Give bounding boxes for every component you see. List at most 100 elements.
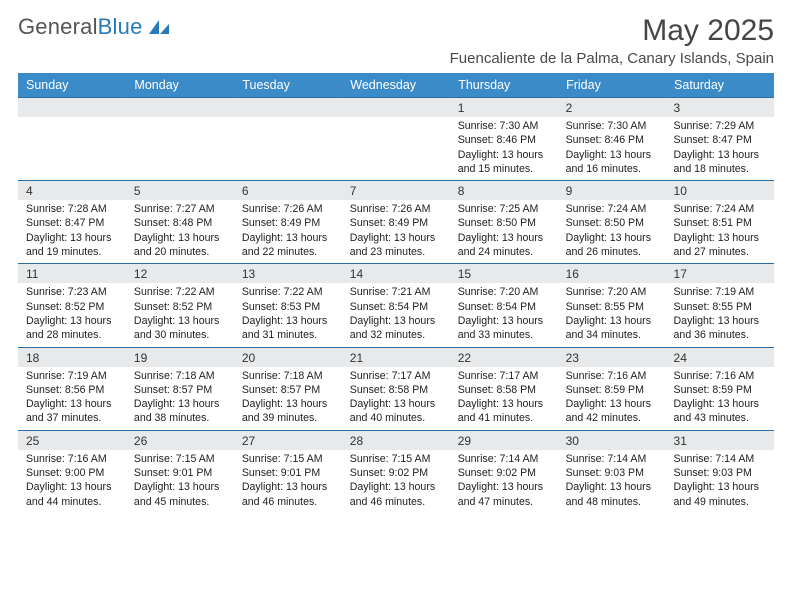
day-info-cell: Sunrise: 7:27 AMSunset: 8:48 PMDaylight:… bbox=[126, 200, 234, 264]
sunset-line: Sunset: 8:47 PM bbox=[26, 216, 118, 230]
sunrise-line: Sunrise: 7:17 AM bbox=[350, 369, 442, 383]
daylight-line: Daylight: 13 hours and 20 minutes. bbox=[134, 231, 226, 260]
daylight-line: Daylight: 13 hours and 40 minutes. bbox=[350, 397, 442, 426]
day-number-cell: 30 bbox=[558, 430, 666, 450]
daylight-line: Daylight: 13 hours and 15 minutes. bbox=[458, 148, 550, 177]
sunrise-line: Sunrise: 7:18 AM bbox=[134, 369, 226, 383]
day-info-cell: Sunrise: 7:23 AMSunset: 8:52 PMDaylight:… bbox=[18, 283, 126, 347]
sunrise-line: Sunrise: 7:20 AM bbox=[566, 285, 658, 299]
day-info-cell bbox=[342, 117, 450, 181]
calendar-table: SundayMondayTuesdayWednesdayThursdayFrid… bbox=[18, 73, 774, 513]
sunset-line: Sunset: 8:55 PM bbox=[566, 300, 658, 314]
day-info-cell: Sunrise: 7:15 AMSunset: 9:01 PMDaylight:… bbox=[234, 450, 342, 513]
day-number-cell bbox=[234, 98, 342, 118]
day-info-cell: Sunrise: 7:22 AMSunset: 8:52 PMDaylight:… bbox=[126, 283, 234, 347]
day-number-cell: 13 bbox=[234, 264, 342, 284]
sunrise-line: Sunrise: 7:29 AM bbox=[674, 119, 766, 133]
daylight-line: Daylight: 13 hours and 39 minutes. bbox=[242, 397, 334, 426]
day-info-cell: Sunrise: 7:16 AMSunset: 9:00 PMDaylight:… bbox=[18, 450, 126, 513]
sunset-line: Sunset: 9:03 PM bbox=[674, 466, 766, 480]
logo: GeneralBlue bbox=[18, 14, 171, 40]
daylight-line: Daylight: 13 hours and 43 minutes. bbox=[674, 397, 766, 426]
day-info-cell: Sunrise: 7:26 AMSunset: 8:49 PMDaylight:… bbox=[234, 200, 342, 264]
day-number-cell: 15 bbox=[450, 264, 558, 284]
day-info-cell: Sunrise: 7:15 AMSunset: 9:02 PMDaylight:… bbox=[342, 450, 450, 513]
day-number-cell: 1 bbox=[450, 98, 558, 118]
daylight-line: Daylight: 13 hours and 45 minutes. bbox=[134, 480, 226, 509]
day-number-cell: 29 bbox=[450, 430, 558, 450]
sunset-line: Sunset: 8:48 PM bbox=[134, 216, 226, 230]
day-number-cell: 5 bbox=[126, 181, 234, 201]
day-number-cell: 16 bbox=[558, 264, 666, 284]
sunrise-line: Sunrise: 7:16 AM bbox=[26, 452, 118, 466]
day-number-cell: 4 bbox=[18, 181, 126, 201]
sunrise-line: Sunrise: 7:17 AM bbox=[458, 369, 550, 383]
header: GeneralBlue May 2025 Fuencaliente de la … bbox=[18, 14, 774, 67]
day-info-cell: Sunrise: 7:21 AMSunset: 8:54 PMDaylight:… bbox=[342, 283, 450, 347]
day-number-cell: 18 bbox=[18, 347, 126, 367]
day-info-cell: Sunrise: 7:19 AMSunset: 8:55 PMDaylight:… bbox=[666, 283, 774, 347]
day-info-cell: Sunrise: 7:26 AMSunset: 8:49 PMDaylight:… bbox=[342, 200, 450, 264]
sunrise-line: Sunrise: 7:22 AM bbox=[134, 285, 226, 299]
weekday-header: SundayMondayTuesdayWednesdayThursdayFrid… bbox=[18, 73, 774, 98]
sunset-line: Sunset: 8:53 PM bbox=[242, 300, 334, 314]
daylight-line: Daylight: 13 hours and 36 minutes. bbox=[674, 314, 766, 343]
day-number-cell bbox=[342, 98, 450, 118]
day-number-cell: 2 bbox=[558, 98, 666, 118]
day-number-cell: 25 bbox=[18, 430, 126, 450]
sunset-line: Sunset: 9:00 PM bbox=[26, 466, 118, 480]
logo-word1: General bbox=[18, 14, 98, 39]
sunrise-line: Sunrise: 7:22 AM bbox=[242, 285, 334, 299]
sunset-line: Sunset: 8:51 PM bbox=[674, 216, 766, 230]
sunset-line: Sunset: 8:49 PM bbox=[350, 216, 442, 230]
day-info-cell: Sunrise: 7:15 AMSunset: 9:01 PMDaylight:… bbox=[126, 450, 234, 513]
sunrise-line: Sunrise: 7:15 AM bbox=[134, 452, 226, 466]
day-number-cell: 23 bbox=[558, 347, 666, 367]
week-row-daynum: 11121314151617 bbox=[18, 264, 774, 284]
day-info-cell: Sunrise: 7:30 AMSunset: 8:46 PMDaylight:… bbox=[450, 117, 558, 181]
week-row-info: Sunrise: 7:28 AMSunset: 8:47 PM Daylight:… bbox=[18, 200, 774, 264]
sunset-line: Sunset: 9:02 PM bbox=[350, 466, 442, 480]
day-info-cell: Sunrise: 7:16 AMSunset: 8:59 PMDaylight:… bbox=[558, 367, 666, 431]
week-row-info: Sunrise: 7:19 AMSunset: 8:56 PMDaylight:… bbox=[18, 367, 774, 431]
day-info-cell: Sunrise: 7:14 AMSunset: 9:02 PMDaylight:… bbox=[450, 450, 558, 513]
sunrise-line: Sunrise: 7:25 AM bbox=[458, 202, 550, 216]
sunrise-line: Sunrise: 7:16 AM bbox=[674, 369, 766, 383]
daylight-line: Daylight: 13 hours and 32 minutes. bbox=[350, 314, 442, 343]
day-number-cell: 22 bbox=[450, 347, 558, 367]
sunrise-line: Sunrise: 7:26 AM bbox=[242, 202, 334, 216]
day-info-cell: Sunrise: 7:17 AMSunset: 8:58 PMDaylight:… bbox=[450, 367, 558, 431]
day-number-cell bbox=[126, 98, 234, 118]
day-info-cell bbox=[234, 117, 342, 181]
sunset-line: Sunset: 8:50 PM bbox=[458, 216, 550, 230]
logo-word2: Blue bbox=[98, 14, 143, 39]
day-info-cell bbox=[18, 117, 126, 181]
sunrise-line: Sunrise: 7:14 AM bbox=[566, 452, 658, 466]
sunrise-line: Sunrise: 7:19 AM bbox=[674, 285, 766, 299]
day-info-cell: Sunrise: 7:30 AMSunset: 8:46 PMDaylight:… bbox=[558, 117, 666, 181]
daylight-line: Daylight: 13 hours and 42 minutes. bbox=[566, 397, 658, 426]
day-number-cell: 12 bbox=[126, 264, 234, 284]
sunset-line: Sunset: 9:01 PM bbox=[242, 466, 334, 480]
day-number-cell: 14 bbox=[342, 264, 450, 284]
day-info-cell: Sunrise: 7:18 AMSunset: 8:57 PMDaylight:… bbox=[126, 367, 234, 431]
sunrise-line: Sunrise: 7:21 AM bbox=[350, 285, 442, 299]
sunrise-line: Sunrise: 7:18 AM bbox=[242, 369, 334, 383]
day-number-cell: 7 bbox=[342, 181, 450, 201]
sunrise-line: Sunrise: 7:23 AM bbox=[26, 285, 118, 299]
day-info-cell: Sunrise: 7:20 AMSunset: 8:54 PMDaylight:… bbox=[450, 283, 558, 347]
week-row-info: Sunrise: 7:30 AMSunset: 8:46 PMDaylight:… bbox=[18, 117, 774, 181]
sunrise-line: Sunrise: 7:26 AM bbox=[350, 202, 442, 216]
daylight-line: Daylight: 13 hours and 27 minutes. bbox=[674, 231, 766, 260]
sunrise-line: Sunrise: 7:16 AM bbox=[566, 369, 658, 383]
sunrise-line: Sunrise: 7:28 AM bbox=[26, 202, 118, 216]
day-number-cell bbox=[18, 98, 126, 118]
sunrise-line: Sunrise: 7:30 AM bbox=[566, 119, 658, 133]
sunrise-line: Sunrise: 7:27 AM bbox=[134, 202, 226, 216]
title-block: May 2025 Fuencaliente de la Palma, Canar… bbox=[450, 14, 774, 67]
day-number-cell: 26 bbox=[126, 430, 234, 450]
daylight-line: Daylight: 13 hours and 24 minutes. bbox=[458, 231, 550, 260]
sunset-line: Sunset: 8:57 PM bbox=[134, 383, 226, 397]
sunset-line: Sunset: 8:52 PM bbox=[26, 300, 118, 314]
day-number-cell: 6 bbox=[234, 181, 342, 201]
